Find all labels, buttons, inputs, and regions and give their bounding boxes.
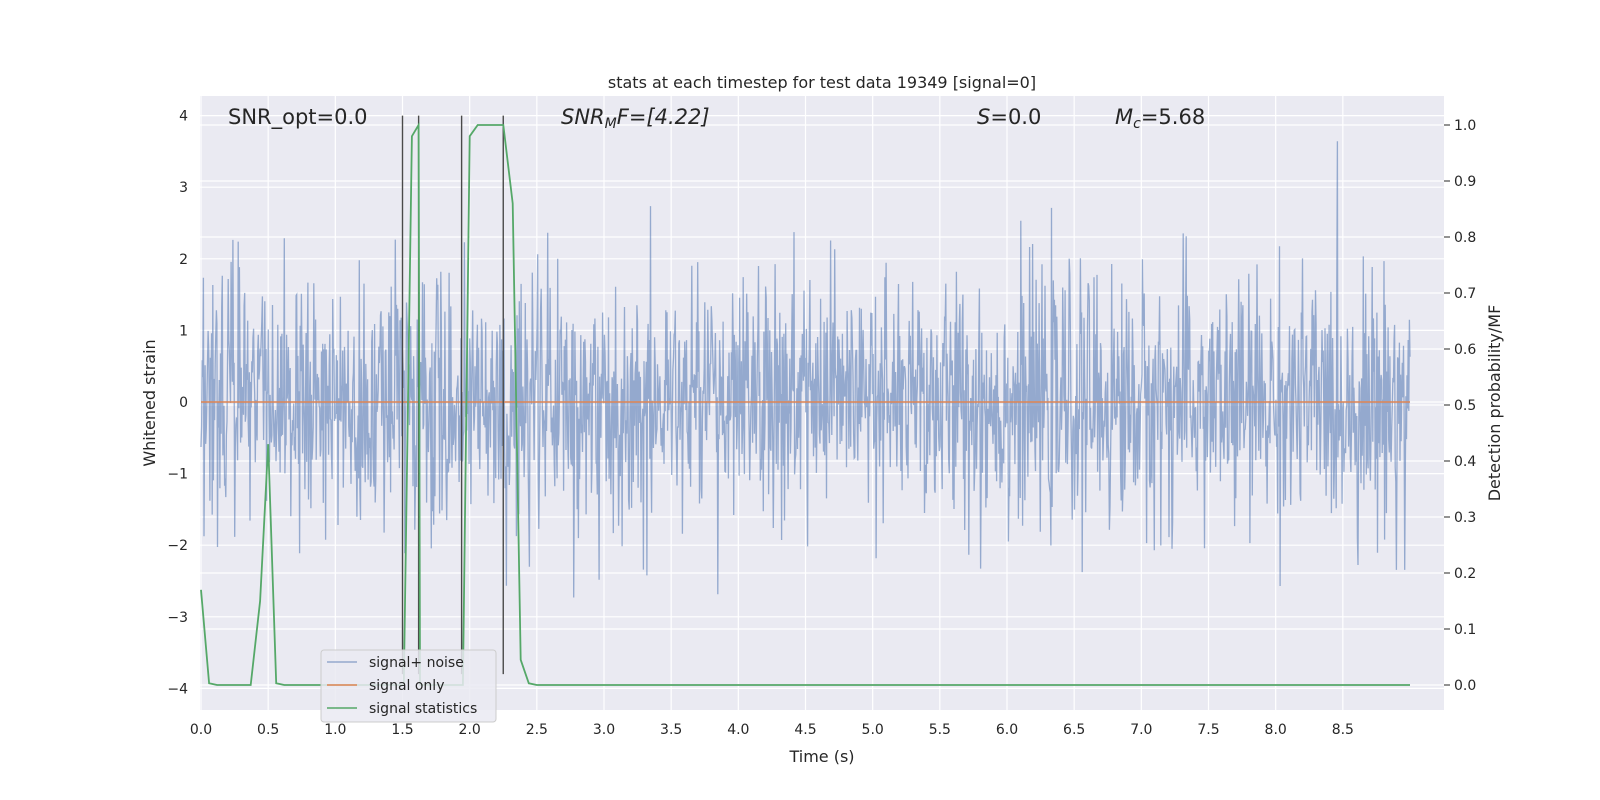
x-tick-label-13: 6.5: [1063, 722, 1085, 738]
x-tick-label-16: 8.0: [1265, 722, 1287, 738]
x-tick-label-17: 8.5: [1332, 722, 1354, 738]
x-tick-label-1: 0.5: [257, 722, 279, 738]
y-tick-label-4: 0: [179, 395, 188, 411]
y-tick-label-7: −3: [167, 610, 188, 626]
annotation-s: S=0.0: [977, 105, 1041, 129]
x-tick-label-7: 3.5: [660, 722, 682, 738]
y-tick-label-2: 2: [179, 252, 188, 268]
y-tick-label-0: 4: [179, 109, 188, 125]
legend: signal+ noise signal only signal statist…: [320, 649, 497, 723]
signal-statistics-trace: [200, 121, 1410, 686]
y2-tick-label-3: 0.7: [1454, 286, 1476, 302]
y-tick-label-5: −1: [167, 467, 188, 483]
y2-tick-label-8: 0.2: [1454, 566, 1476, 582]
y-axis-ticks: 4 3 2 1 0 −1 −2 −3 −4: [167, 109, 188, 698]
x-tick-label-2: 1.0: [324, 722, 346, 738]
annotation-snr-opt: SNR_opt=0.0: [228, 105, 368, 130]
x-tick-label-8: 4.0: [727, 722, 749, 738]
legend-label-signal-statistics: signal statistics: [369, 701, 477, 717]
x-tick-label-4: 2.0: [459, 722, 481, 738]
y2-tick-label-0: 1.0: [1454, 118, 1476, 134]
x-tick-label-12: 6.0: [996, 722, 1018, 738]
y-tick-label-6: −2: [167, 538, 188, 554]
y2-tick-label-6: 0.4: [1454, 454, 1476, 470]
x-tick-label-10: 5.0: [862, 722, 884, 738]
x-tick-label-11: 5.5: [929, 722, 951, 738]
x-tick-label-9: 4.5: [794, 722, 816, 738]
y2-tick-label-7: 0.3: [1454, 510, 1476, 526]
x-axis-label: Time (s): [788, 747, 854, 766]
y2-tick-label-4: 0.6: [1454, 342, 1476, 358]
legend-label-signal-plus-noise: signal+ noise: [369, 655, 464, 671]
y2-axis-ticks: 1.0 0.9 0.8 0.7 0.6 0.5 0.4 0.3 0.2 0.1 0.0: [1444, 118, 1476, 694]
x-tick-label-15: 7.5: [1197, 722, 1219, 738]
chart-title: stats at each timestep for test data 193…: [608, 73, 1036, 92]
y2-tick-label-10: 0.0: [1454, 678, 1476, 694]
annotation-mc: Mc=5.68: [1115, 105, 1205, 132]
x-tick-label-6: 3.0: [593, 722, 615, 738]
annotation-snr-mf: SNRMF=[4.22]: [561, 105, 710, 132]
y2-axis-label: Detection probability/MF: [1485, 305, 1504, 502]
legend-label-signal-only: signal only: [369, 678, 444, 694]
y-axis-label: Whitened strain: [140, 339, 159, 466]
x-tick-label-0: 0.0: [190, 722, 212, 738]
x-axis-ticks: 0.0 0.5 1.0 1.5 2.0 2.5 3.0 3.5 4.0 4.5 5.0 5.5 6.0 6…: [190, 722, 1354, 738]
y2-tick-label-5: 0.5: [1454, 398, 1476, 414]
x-tick-label-3: 1.5: [391, 722, 413, 738]
y2-tick-label-9: 0.1: [1454, 622, 1476, 638]
y-tick-label-1: 3: [179, 180, 188, 196]
y2-tick-label-1: 0.9: [1454, 174, 1476, 190]
x-tick-label-5: 2.5: [526, 722, 548, 738]
series-signal-statistics: [200, 121, 1410, 686]
legend-box: [320, 649, 497, 723]
y2-tick-label-2: 0.8: [1454, 230, 1476, 246]
y-tick-label-8: −4: [167, 681, 188, 697]
y-tick-label-3: 1: [179, 323, 188, 339]
x-tick-label-14: 7.0: [1130, 722, 1152, 738]
